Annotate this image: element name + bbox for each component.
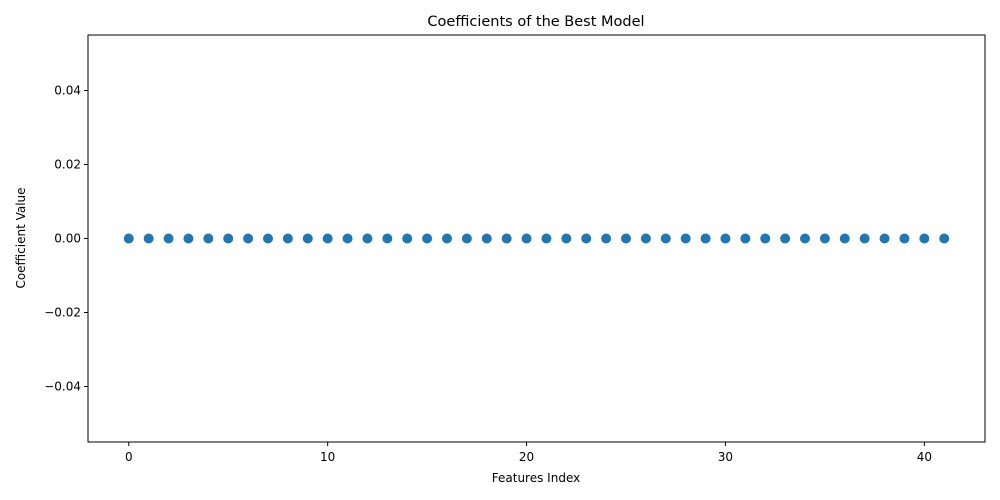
y-tick-label: 0.04 [54, 84, 81, 98]
data-point [660, 233, 671, 244]
chart-title: Coefficients of the Best Model [427, 14, 644, 30]
data-point [163, 233, 174, 244]
data-point [123, 233, 134, 244]
data-point [859, 233, 870, 244]
data-point [382, 233, 393, 244]
data-point [740, 233, 751, 244]
data-point [282, 233, 293, 244]
data-point [302, 233, 313, 244]
data-point [342, 233, 353, 244]
x-axis-label: Features Index [492, 471, 580, 485]
x-tick-label: 30 [718, 450, 733, 464]
data-point [939, 233, 950, 244]
data-point [601, 233, 612, 244]
x-tick-label: 10 [320, 450, 335, 464]
axis-ticks: 0 10 20 30 40 −0.04 −0.02 0.00 0.02 0.04 [44, 84, 932, 465]
data-point [501, 233, 512, 244]
data-point [422, 233, 433, 244]
data-point [521, 233, 532, 244]
y-tick-label: 0.02 [54, 158, 81, 172]
data-point [819, 233, 830, 244]
y-axis-label: Coefficient Value [14, 187, 28, 288]
x-tick-label: 20 [519, 450, 534, 464]
y-tick-label: −0.02 [44, 306, 81, 320]
data-point [720, 233, 731, 244]
data-point [402, 233, 413, 244]
data-point [760, 233, 771, 244]
y-tick-label: 0.00 [54, 232, 81, 246]
data-point [680, 233, 691, 244]
data-point [441, 233, 452, 244]
data-point [879, 233, 890, 244]
y-tick-label: −0.04 [44, 380, 81, 394]
data-point [203, 233, 214, 244]
data-point [322, 233, 333, 244]
data-point [621, 233, 632, 244]
x-tick-label: 0 [125, 450, 133, 464]
data-point [143, 233, 154, 244]
data-point [839, 233, 850, 244]
data-point [561, 233, 572, 244]
data-point [919, 233, 930, 244]
data-point [899, 233, 910, 244]
data-point [262, 233, 273, 244]
data-point [362, 233, 373, 244]
data-point [223, 233, 234, 244]
data-point [700, 233, 711, 244]
data-point [481, 233, 492, 244]
data-points [123, 233, 950, 244]
data-point [640, 233, 651, 244]
data-point [541, 233, 552, 244]
data-point [461, 233, 472, 244]
data-point [800, 233, 811, 244]
data-point [243, 233, 254, 244]
plot-frame [87, 34, 986, 443]
data-point [581, 233, 592, 244]
x-tick-label: 40 [917, 450, 932, 464]
data-point [780, 233, 791, 244]
data-point [183, 233, 194, 244]
